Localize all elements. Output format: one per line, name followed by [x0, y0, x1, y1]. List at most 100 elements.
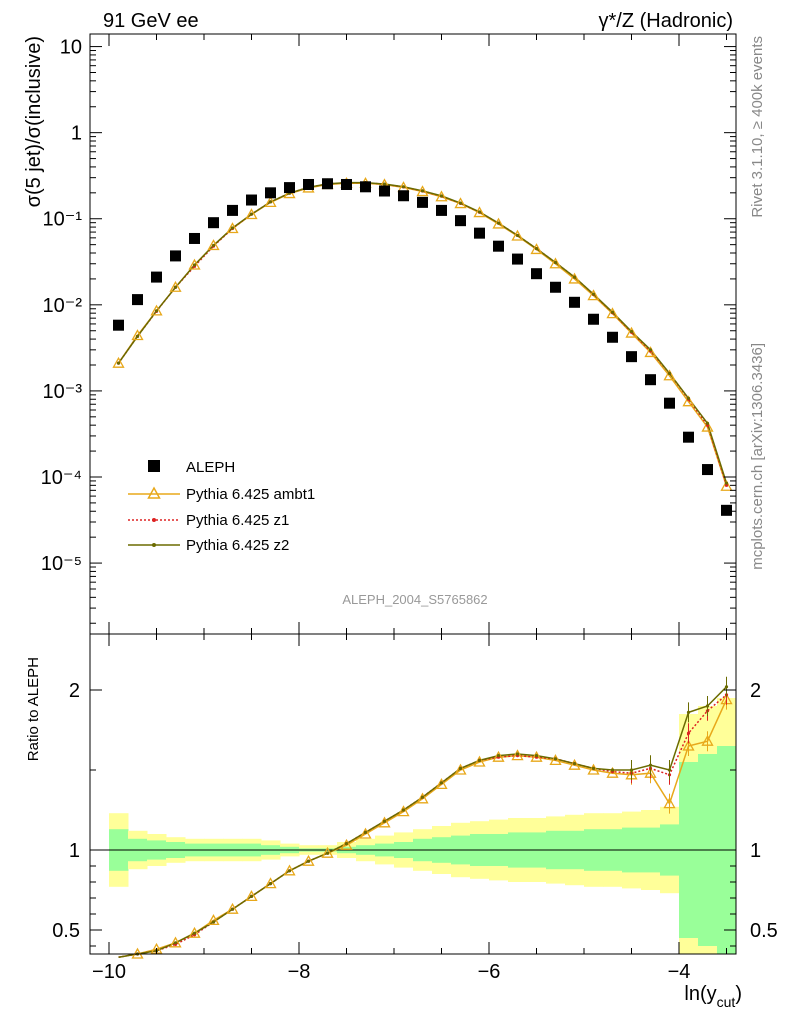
main-point-ambt1 [511, 229, 524, 241]
main-point-z2 [458, 201, 463, 205]
ratio-point-z2 [648, 763, 653, 767]
ratio-y-tick-label: 2 [69, 680, 80, 702]
ratio-y-tick-label: 0.5 [52, 920, 80, 942]
main-point-ambt1 [150, 304, 163, 316]
ratio-point-ambt1 [435, 778, 448, 790]
main-point-ambt1 [606, 307, 619, 319]
main-point-z2 [553, 260, 558, 265]
ratio-point-z2 [287, 869, 292, 873]
main-point-aleph [531, 268, 542, 280]
ratio-point-z2 [477, 758, 482, 763]
ratio-point-ambt1 [568, 758, 581, 770]
main-point-ambt1 [492, 217, 505, 229]
main-point-z2 [591, 292, 596, 296]
ratio-point-z2 [230, 907, 235, 911]
ratio-point-z2 [572, 762, 577, 766]
ratio-point-ambt1 [473, 755, 486, 767]
main-point-aleph [474, 227, 485, 239]
main-y-tick-label: 10⁻¹ [43, 209, 83, 231]
main-point-aleph [550, 281, 561, 293]
ratio-point-ambt1 [511, 749, 524, 761]
ratio-point-z2 [515, 752, 520, 756]
main-y-tick-label: 10⁻² [43, 295, 83, 317]
ratio-point-z2 [211, 920, 216, 924]
ratio-panel [118, 676, 733, 959]
legend-label-aleph: ALEPH [186, 459, 235, 476]
x-axis-label: ln(ycut) [684, 983, 742, 1010]
main-point-z2 [515, 233, 520, 238]
main-point-aleph [645, 374, 656, 386]
ratio-point-z2 [420, 795, 425, 799]
ratio-point-z2 [439, 781, 444, 785]
axis-ticks: 10⁻⁵ 10⁻⁴ 10⁻³ 10⁻² 10⁻¹ 1 10 −10 −8 −6 −4 0.5 0.5 1 1… [41, 34, 778, 983]
header-right-label: γ*/Z (Hadronic) [599, 10, 733, 32]
ratio-point-ambt1 [378, 816, 391, 828]
legend-label-z1: Pythia 6.425 z1 [186, 512, 289, 529]
main-point-ambt1 [663, 369, 676, 381]
ratio-point-ambt1 [587, 763, 600, 775]
main-point-aleph [303, 178, 314, 190]
ratio-y-tick-label-right: 0.5 [750, 920, 778, 942]
main-y-tick-label: 10⁻⁴ [41, 467, 82, 489]
main-point-ambt1 [473, 206, 486, 218]
main-point-aleph [227, 204, 238, 216]
main-point-aleph [341, 178, 352, 190]
ratio-point-ambt1 [492, 750, 505, 762]
main-point-ambt1 [188, 258, 201, 270]
ratio-point-ambt1 [606, 766, 619, 778]
header-left-label: 91 GeV ee [103, 10, 199, 32]
ratio-point-z2 [306, 859, 311, 863]
legend-marker-z1 [152, 518, 156, 522]
main-point-z2 [477, 210, 482, 214]
main-point-aleph [569, 296, 580, 308]
main-y-tick-label: 10⁻³ [43, 381, 83, 403]
mcplots-label: mcplots.cern.ch [arXiv:1306.3436] [749, 343, 766, 570]
panel-frames [89, 33, 737, 955]
main-point-z2 [629, 329, 634, 334]
main-point-aleph [360, 181, 371, 193]
main-point-z2 [439, 194, 444, 198]
main-point-aleph [436, 204, 447, 216]
main-point-aleph [493, 240, 504, 252]
main-point-aleph [170, 250, 181, 262]
main-point-aleph [379, 185, 390, 197]
main-point-z2 [496, 221, 501, 225]
x-tick-label: −10 [92, 961, 126, 983]
main-point-ambt1 [169, 280, 182, 292]
ratio-point-ambt1 [302, 854, 315, 866]
ratio-point-z2 [496, 754, 501, 758]
ratio-y-axis-label: Ratio to ALEPH [25, 657, 42, 761]
main-point-ambt1 [435, 190, 448, 202]
main-point-z2 [249, 212, 254, 216]
main-point-aleph [588, 313, 599, 325]
main-point-aleph [455, 215, 466, 227]
ratio-point-z2 [705, 704, 710, 708]
main-point-aleph [113, 319, 124, 331]
main-point-z2 [572, 275, 577, 279]
main-point-z2 [420, 189, 425, 193]
main-point-z2 [173, 285, 178, 289]
main-point-z2 [686, 396, 691, 400]
x-tick-label: −8 [288, 961, 311, 983]
x-tick-label: −6 [478, 961, 501, 983]
ratio-point-z2 [724, 685, 729, 689]
main-point-aleph [683, 431, 694, 443]
main-point-z1 [724, 483, 729, 487]
main-point-ambt1 [720, 479, 733, 491]
ratio-y-tick-label: 1 [69, 840, 80, 862]
main-point-aleph [626, 351, 637, 363]
main-point-ambt1 [416, 185, 429, 197]
main-point-aleph [664, 397, 675, 409]
ratio-point-z2 [667, 768, 672, 772]
ratio-point-z2 [325, 851, 330, 855]
main-point-ambt1 [226, 222, 239, 234]
legend-marker-ambt1 [147, 486, 161, 499]
ratio-point-z2 [249, 894, 254, 899]
ratio-point-ambt1 [321, 846, 334, 858]
x-tick-label: −4 [668, 961, 691, 983]
ratio-point-z2 [591, 766, 596, 771]
ratio-point-z2 [610, 768, 615, 772]
main-point-z2 [211, 243, 216, 248]
rivet-label: Rivet 3.1.10, ≥ 400k events [749, 36, 766, 218]
main-point-z2 [724, 481, 729, 485]
